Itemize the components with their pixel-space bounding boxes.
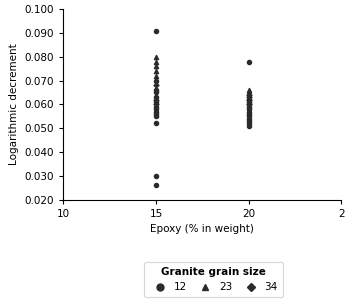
Point	[246, 107, 252, 112]
Point	[153, 109, 159, 114]
Point	[153, 69, 159, 74]
Point	[153, 111, 159, 116]
Point	[246, 95, 252, 100]
Point	[153, 173, 159, 178]
Point	[246, 97, 252, 102]
Point	[153, 97, 159, 102]
Point	[246, 102, 252, 107]
Point	[246, 102, 252, 107]
Point	[246, 114, 252, 119]
Point	[246, 99, 252, 104]
Point	[246, 121, 252, 126]
Point	[153, 99, 159, 104]
Point	[153, 114, 159, 119]
Y-axis label: Logarithmic decrement: Logarithmic decrement	[9, 44, 19, 165]
Point	[246, 109, 252, 114]
Point	[153, 104, 159, 109]
Point	[246, 97, 252, 102]
Point	[153, 54, 159, 59]
Point	[153, 90, 159, 95]
Point	[246, 88, 252, 93]
Point	[153, 183, 159, 188]
Legend: 12, 23, 34: 12, 23, 34	[144, 262, 283, 297]
Point	[246, 59, 252, 64]
Point	[246, 116, 252, 121]
Point	[153, 73, 159, 78]
Point	[153, 95, 159, 100]
Point	[153, 107, 159, 112]
Point	[153, 64, 159, 69]
Point	[246, 119, 252, 123]
Point	[246, 95, 252, 100]
Point	[153, 121, 159, 126]
Point	[153, 83, 159, 88]
Point	[246, 92, 252, 97]
Point	[153, 59, 159, 64]
Point	[153, 102, 159, 107]
Point	[153, 28, 159, 33]
Point	[153, 78, 159, 83]
Point	[246, 104, 252, 109]
Point	[246, 90, 252, 95]
Point	[153, 88, 159, 93]
X-axis label: Epoxy (% in weight): Epoxy (% in weight)	[150, 224, 254, 234]
Point	[246, 111, 252, 116]
Point	[246, 123, 252, 128]
